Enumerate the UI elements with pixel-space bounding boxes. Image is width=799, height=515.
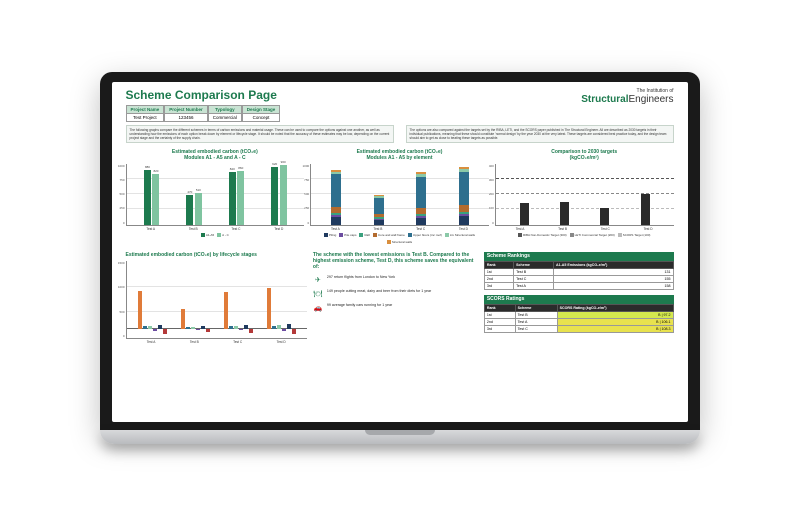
chart-embodied-a15-ac: Estimated embodied carbon (tCO₂e)Modules… (126, 149, 305, 244)
chart-targets-comparison: Comparison to 2030 targets(kgCO₂e/m²) 40… (495, 149, 674, 244)
intro-text-left: The following graphs compare the differe… (126, 125, 394, 143)
project-meta-table: Project NameTest ProjectProject Number12… (126, 105, 281, 122)
chart-embodied-by-element: Estimated embodied carbon (tCO₂e)Modules… (310, 149, 489, 244)
laptop-keyboard (100, 430, 700, 444)
scors-table: RankSchemeSCORS Rating (kgCO₂e/m²)1stTes… (484, 304, 674, 333)
savings-summary: The scheme with the lowest emissions is … (313, 252, 478, 317)
rankings-table: RankSchemeA1-A5 Emissions (kgCO₂e/m²)1st… (484, 261, 674, 290)
brand-logo: The Institution of StructuralEngineers (581, 88, 673, 105)
app-screen: Scheme Comparison Page Project NameTest … (112, 82, 688, 422)
page-title: Scheme Comparison Page (126, 88, 281, 102)
laptop-mockup: Scheme Comparison Page Project NameTest … (100, 72, 700, 444)
screen-bezel: Scheme Comparison Page Project NameTest … (100, 72, 700, 430)
chart-lifecycle-stages: Estimated embodied carbon (tCO₂e) by lif… (126, 252, 307, 344)
intro-text-right: The options are also compared against th… (406, 125, 674, 143)
results-tables: Scheme Rankings RankSchemeA1-A5 Emission… (484, 252, 674, 338)
rankings-title: Scheme Rankings (484, 252, 674, 261)
scors-title: SCORS Ratings (484, 295, 674, 304)
